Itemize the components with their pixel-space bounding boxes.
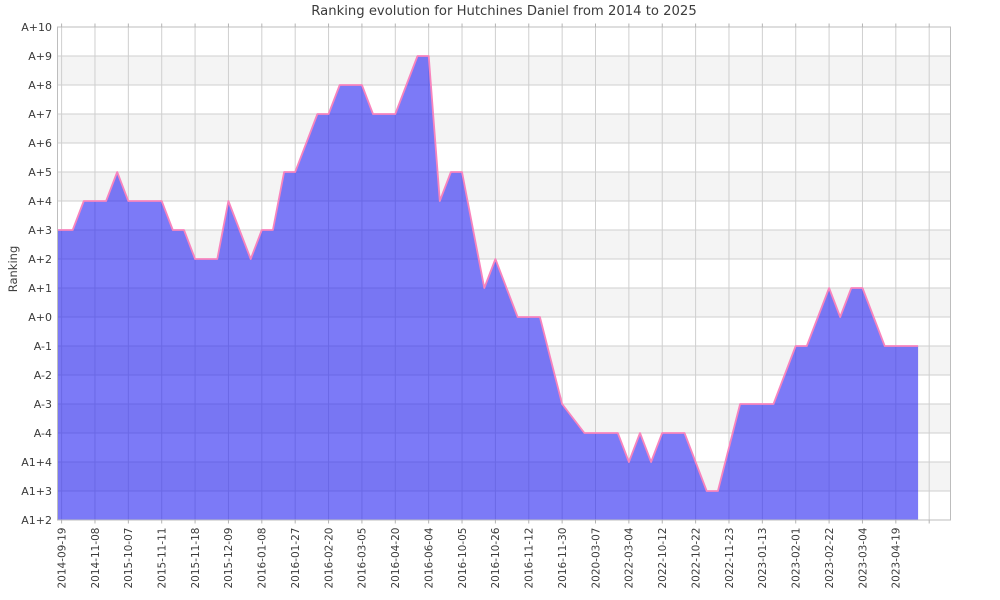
chart-title: Ranking evolution for Hutchines Daniel f…	[311, 4, 697, 19]
x-tick-label: 2016-06-04	[423, 527, 435, 588]
y-tick-label: A+0	[28, 311, 52, 324]
x-tick-label: 2022-03-04	[624, 527, 636, 588]
x-tick-label: 2016-11-30	[557, 528, 569, 589]
x-tick-label: 2015-12-09	[223, 528, 235, 589]
x-tick-label: 2016-02-20	[323, 528, 335, 589]
y-tick-label: A+10	[21, 21, 52, 34]
x-tick-label: 2022-11-23	[724, 528, 736, 589]
y-tick-label: A-2	[34, 369, 52, 382]
x-tick-label: 2016-10-05	[457, 528, 469, 589]
series-line	[57, 55, 919, 492]
y-tick-label: A+4	[28, 195, 52, 208]
plot-border	[57, 26, 951, 521]
background-band	[57, 172, 951, 201]
y-tick-label: A+2	[28, 253, 52, 266]
x-tick-label: 2023-02-22	[824, 528, 836, 589]
y-tick-label: A1+4	[21, 456, 52, 469]
x-tick-label: 2014-11-08	[90, 528, 102, 589]
y-tick-label: A+9	[28, 50, 52, 63]
background-band	[57, 27, 951, 56]
x-tick-label: 2023-02-01	[791, 528, 803, 589]
background-band	[57, 114, 951, 143]
y-tick-label: A1+3	[21, 485, 52, 498]
x-tick-label: 2015-11-11	[157, 528, 169, 589]
x-tick-label: 2023-04-19	[891, 528, 903, 589]
y-tick-label: A-1	[34, 340, 52, 353]
background-band	[57, 201, 951, 230]
x-tick-label: 2016-03-05	[357, 528, 369, 589]
y-tick-label: A-4	[34, 427, 52, 440]
background-band	[57, 56, 951, 85]
x-tick-label: 2016-01-08	[257, 528, 269, 589]
x-tick-label: 2014-09-19	[56, 528, 68, 589]
x-tick-label: 2016-04-20	[390, 528, 402, 589]
x-tick-label: 2022-10-22	[690, 528, 702, 589]
area-series	[57, 56, 919, 520]
background-band	[57, 143, 951, 172]
x-tick-label: 2023-03-04	[857, 527, 869, 588]
x-tick-label: 2016-01-27	[290, 528, 302, 589]
x-tick-label: 2022-10-12	[657, 528, 669, 589]
y-tick-label: A-3	[34, 398, 52, 411]
x-tick-label: 2015-11-18	[190, 528, 202, 589]
x-tick-label: 2020-03-07	[590, 528, 602, 589]
y-tick-label: A+6	[28, 137, 52, 150]
x-tick-label: 2023-01-13	[757, 528, 769, 589]
y-tick-label: A+5	[28, 166, 52, 179]
y-tick-label: A+8	[28, 79, 52, 92]
background-band	[57, 85, 951, 114]
y-tick-label: A+3	[28, 224, 52, 237]
x-tick-label: 2015-10-07	[123, 528, 135, 589]
y-tick-label: A+7	[28, 108, 52, 121]
y-tick-label: A+1	[28, 282, 52, 295]
x-tick-label: 2016-10-26	[490, 527, 502, 588]
x-tick-label: 2016-11-12	[524, 528, 536, 589]
background-band	[57, 230, 951, 259]
y-tick-label: A1+2	[21, 514, 52, 527]
